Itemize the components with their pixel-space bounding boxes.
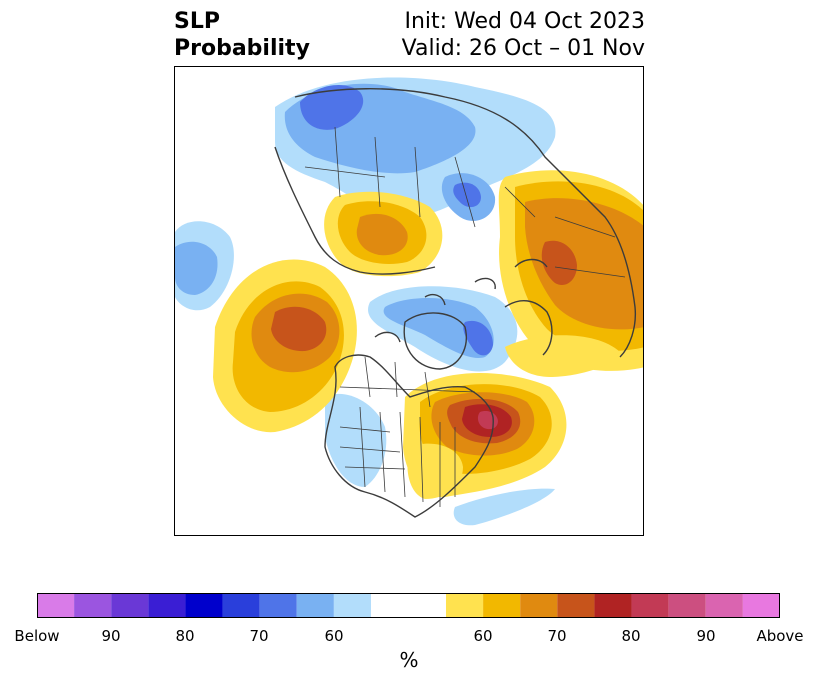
colorbar-segment <box>296 593 334 618</box>
colorbar-tick-label: 60 <box>473 627 493 645</box>
colorbar-tick-label: 80 <box>621 627 641 645</box>
colorbar-segment <box>631 593 669 618</box>
eurasia-blue-core <box>300 84 364 130</box>
colorbar-segment <box>742 593 780 618</box>
arctic-blue-core <box>463 320 493 356</box>
colorbar-svg <box>37 593 780 618</box>
colorbar-segment <box>370 593 446 618</box>
pacific-blue-core <box>175 241 218 295</box>
colorbar-tick-label: Above <box>756 627 804 645</box>
scandinavia-blue-core <box>453 182 481 208</box>
siberia-orange-core <box>356 213 408 256</box>
canada-lines <box>339 356 476 408</box>
title-left: SLP Probability <box>174 8 310 62</box>
colorbar-tick-label: 70 <box>249 627 269 645</box>
europe-coast <box>504 258 553 356</box>
colorbar-segment <box>185 593 223 618</box>
valid-period: Valid: 26 Oct – 01 Nov <box>401 36 645 61</box>
europe-red-core <box>541 240 577 285</box>
us-west-blue <box>325 393 387 487</box>
title-variable: SLP <box>174 9 220 34</box>
init-date: Init: Wed 04 Oct 2023 <box>404 9 645 34</box>
colorbar-segment <box>259 593 297 618</box>
title-product: Probability <box>174 36 310 61</box>
colorbar-tick-label: 70 <box>547 627 567 645</box>
colorbar-segment <box>520 593 558 618</box>
colorbar-segment <box>705 593 743 618</box>
arctic-islands <box>374 277 496 343</box>
colorbar-segment <box>333 593 371 618</box>
probability-map <box>174 66 644 536</box>
pacific-red-core <box>271 306 327 352</box>
colorbar-tick-label: 90 <box>696 627 716 645</box>
colorbar-segment <box>37 593 75 618</box>
colorbar-segment <box>222 593 260 618</box>
greenland-coast <box>403 312 467 370</box>
north-america-coast <box>324 354 494 518</box>
colorbar-segment <box>74 593 112 618</box>
colorbar-segment <box>483 593 521 618</box>
colorbar-segment <box>594 593 632 618</box>
colorbar-segment <box>557 593 595 618</box>
colorbar-tick-label: 90 <box>101 627 121 645</box>
below-normal-regions <box>175 77 556 526</box>
colorbar-unit-label: % <box>399 648 419 672</box>
colorbar <box>37 593 780 618</box>
colorbar-tick-label: Below <box>14 627 60 645</box>
colorbar-tick-label: 60 <box>324 627 344 645</box>
map-svg <box>175 77 643 526</box>
above-normal-regions <box>213 170 643 499</box>
title-right: Init: Wed 04 Oct 2023 Valid: 26 Oct – 01… <box>402 8 645 62</box>
colorbar-segment <box>111 593 149 618</box>
colorbar-tick-label: 80 <box>175 627 195 645</box>
coastlines <box>274 88 637 518</box>
colorbar-border <box>37 593 780 618</box>
midlatitude-yellow-band <box>505 335 620 377</box>
colorbar-segment <box>445 593 484 618</box>
atlantic-blue <box>453 488 555 526</box>
colorbar-segment <box>668 593 706 618</box>
asia-lines <box>304 126 626 278</box>
eurasia-coast <box>274 88 637 358</box>
colorbar-segment <box>148 593 186 618</box>
us-state-lines <box>339 406 456 507</box>
